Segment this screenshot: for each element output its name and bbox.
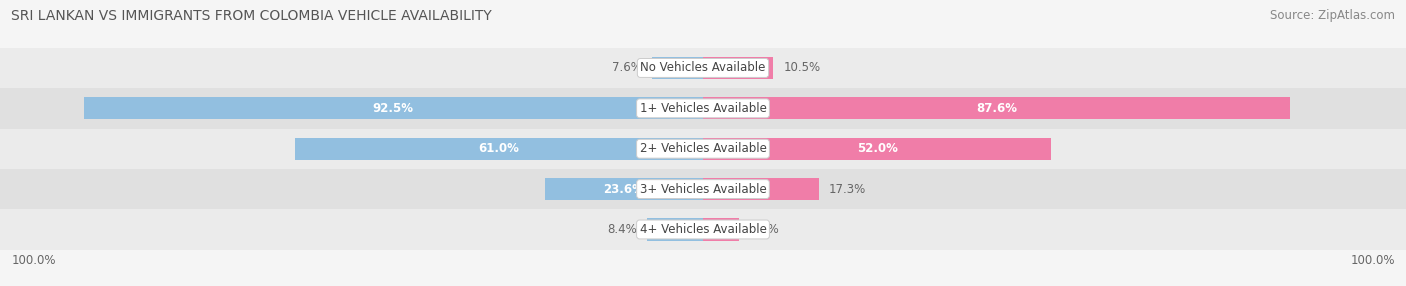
Text: 5.4%: 5.4% bbox=[749, 223, 779, 236]
Bar bbox=[0, 169, 1406, 209]
Bar bbox=[703, 138, 1052, 160]
Bar bbox=[703, 178, 818, 200]
Text: 17.3%: 17.3% bbox=[830, 182, 866, 196]
Text: 3+ Vehicles Available: 3+ Vehicles Available bbox=[640, 182, 766, 196]
Text: No Vehicles Available: No Vehicles Available bbox=[640, 61, 766, 74]
Text: 8.4%: 8.4% bbox=[607, 223, 637, 236]
Text: 52.0%: 52.0% bbox=[856, 142, 897, 155]
Bar bbox=[84, 97, 703, 120]
Text: 4+ Vehicles Available: 4+ Vehicles Available bbox=[640, 223, 766, 236]
Text: 2+ Vehicles Available: 2+ Vehicles Available bbox=[640, 142, 766, 155]
Bar bbox=[546, 178, 703, 200]
Bar bbox=[703, 219, 740, 241]
Bar bbox=[0, 88, 1406, 128]
Bar bbox=[652, 57, 703, 79]
Bar bbox=[647, 219, 703, 241]
Bar bbox=[703, 97, 1289, 120]
Text: 1+ Vehicles Available: 1+ Vehicles Available bbox=[640, 102, 766, 115]
Bar bbox=[0, 48, 1406, 88]
Bar bbox=[0, 128, 1406, 169]
Text: 87.6%: 87.6% bbox=[976, 102, 1017, 115]
Bar bbox=[0, 209, 1406, 250]
Bar bbox=[703, 57, 773, 79]
Text: 10.5%: 10.5% bbox=[783, 61, 821, 74]
Text: Source: ZipAtlas.com: Source: ZipAtlas.com bbox=[1270, 9, 1395, 21]
Text: 61.0%: 61.0% bbox=[478, 142, 519, 155]
Text: SRI LANKAN VS IMMIGRANTS FROM COLOMBIA VEHICLE AVAILABILITY: SRI LANKAN VS IMMIGRANTS FROM COLOMBIA V… bbox=[11, 9, 492, 23]
Text: 92.5%: 92.5% bbox=[373, 102, 413, 115]
Text: 7.6%: 7.6% bbox=[612, 61, 643, 74]
Text: 23.6%: 23.6% bbox=[603, 182, 644, 196]
Bar bbox=[295, 138, 703, 160]
